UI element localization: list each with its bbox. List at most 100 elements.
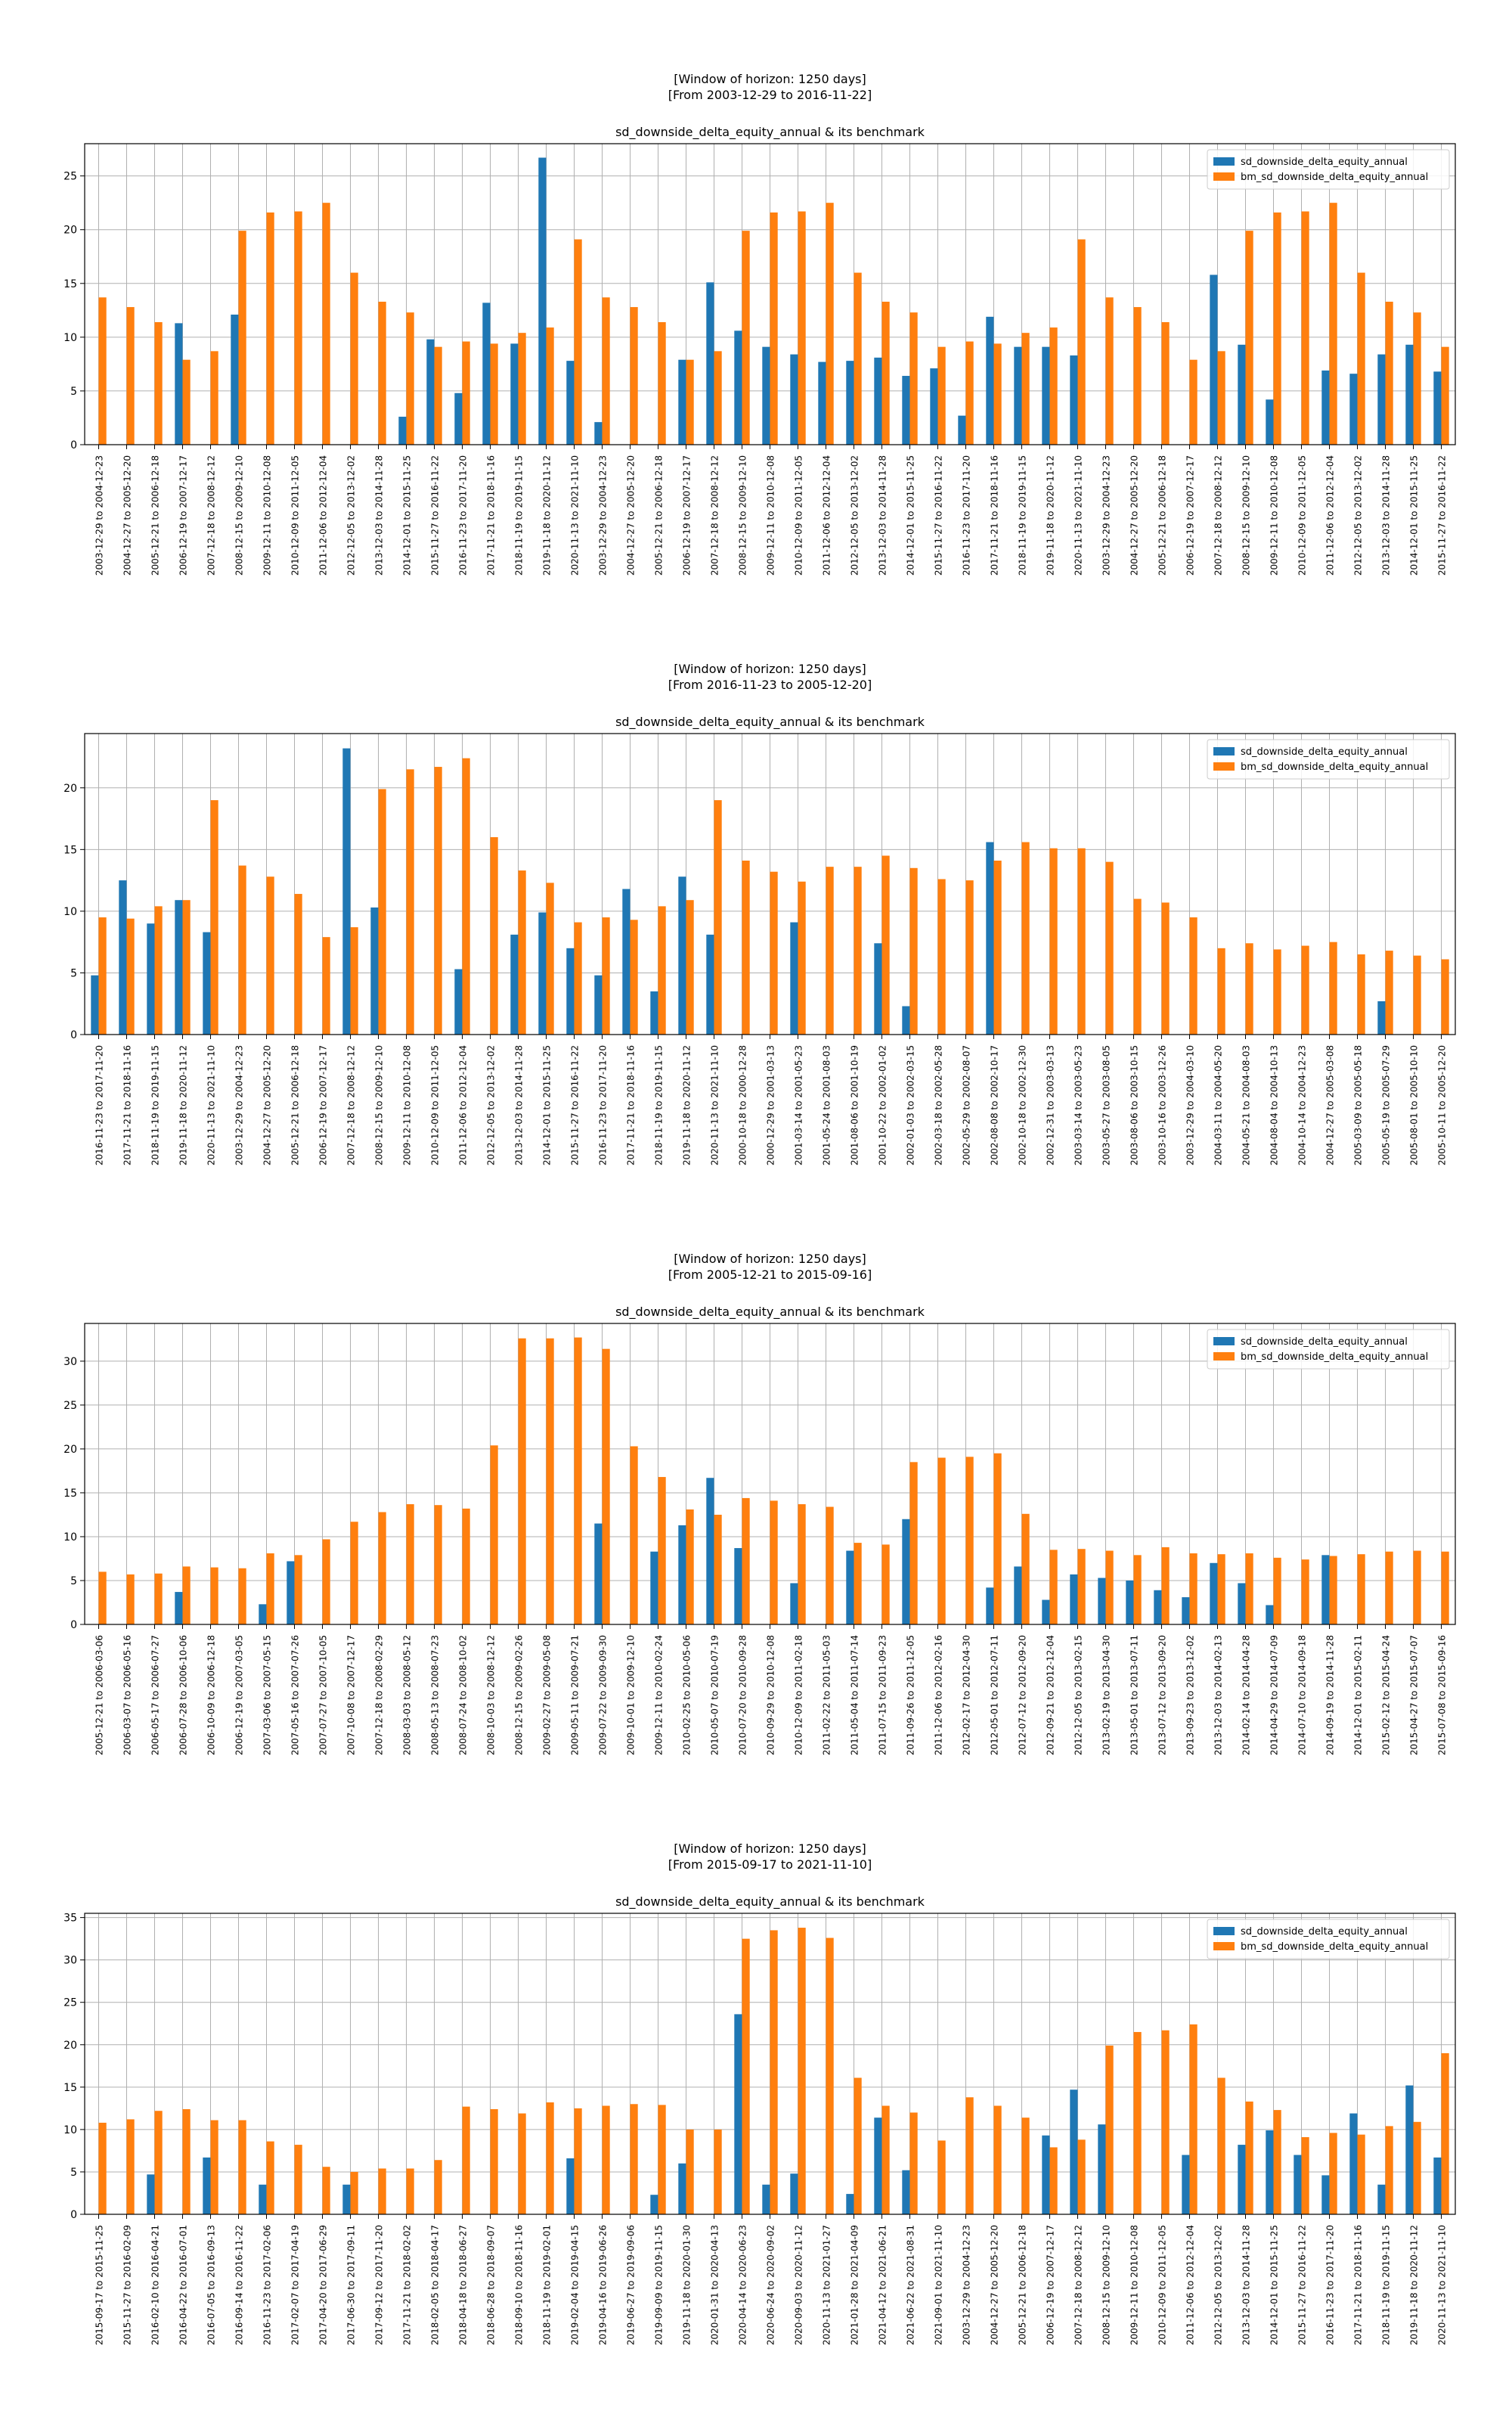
bar-series-1-26 [790,354,798,445]
figure-title-line: [From 2003-12-29 to 2016-11-22] [668,88,872,102]
y-tick-label: 5 [70,2167,77,2179]
bar-benchmark-2-17 [546,883,554,1035]
legend-swatch [1213,1352,1235,1360]
bar-benchmark-2-23 [714,800,722,1035]
x-tick-label: 2007-12-18 to 2008-02-29 [374,1635,385,1755]
x-tick-label: 2007-05-16 to 2007-07-26 [290,1635,301,1755]
legend-label: sd_downside_delta_equity_annual [1241,1926,1408,1938]
bar-benchmark-1-4 [182,359,191,445]
x-tick-label: 2015-02-12 to 2015-04-24 [1381,1635,1392,1755]
bar-series-2-30 [902,1006,910,1035]
x-tick-label: 2004-08-04 to 2004-10-13 [1269,1045,1280,1165]
bar-series-2-14 [454,969,463,1035]
bar-series-1-31 [930,368,938,445]
x-tick-label: 2007-12-18 to 2008-12-12 [710,455,720,576]
bar-series-1-18 [566,361,575,445]
bar-benchmark-1-16 [518,333,526,445]
x-tick-label: 2004-12-27 to 2005-12-20 [1129,455,1140,576]
x-tick-label: 2020-11-13 to 2021-11-10 [1074,455,1084,576]
bar-benchmark-2-16 [518,870,526,1035]
bar-benchmark-2-11 [378,789,386,1035]
x-tick-label: 2014-02-14 to 2014-04-28 [1241,1635,1252,1755]
bar-benchmark-2-49 [1441,959,1449,1035]
x-tick-label: 2003-10-16 to 2003-12-26 [1157,1045,1168,1165]
bar-series-2-2 [119,880,127,1035]
bar-series-3-43 [1266,1605,1274,1624]
bar-benchmark-4-14 [462,2106,470,2214]
bar-series-3-41 [1210,1562,1218,1624]
y-tick-label: 0 [70,2209,77,2221]
bar-series-4-49 [1433,2157,1442,2214]
bar-benchmark-4-28 [854,2077,862,2214]
bar-benchmark-4-16 [518,2113,526,2214]
bar-benchmark-1-25 [770,212,778,445]
bar-series-4-30 [902,2170,910,2214]
x-tick-label: 2015-09-17 to 2015-11-25 [94,2225,105,2345]
bar-benchmark-4-44 [1301,2136,1309,2214]
x-tick-label: 2013-12-03 to 2014-11-28 [1381,455,1392,576]
bar-series-4-5 [203,2157,211,2214]
bar-benchmark-1-11 [378,301,386,445]
axes-title: sd_downside_delta_equity_annual & its be… [615,1894,925,1910]
bar-series-1-34 [1014,346,1022,445]
bar-series-2-10 [342,748,351,1035]
x-tick-label: 2014-12-01 to 2015-11-25 [542,1045,553,1165]
bar-benchmark-2-37 [1105,861,1114,1035]
bar-benchmark-1-35 [1049,327,1058,445]
x-tick-label: 2016-11-23 to 2017-11-20 [962,455,972,576]
x-tick-label: 2007-12-18 to 2008-12-12 [1213,455,1224,576]
bar-benchmark-3-39 [1161,1547,1170,1624]
x-tick-label: 2008-12-15 to 2009-12-10 [738,455,748,576]
x-tick-label: 2002-10-18 to 2002-12-30 [1018,1045,1028,1165]
x-tick-label: 2003-12-29 to 2004-12-23 [234,1045,245,1165]
legend-swatch [1213,157,1235,166]
x-tick-label: 2006-03-07 to 2006-05-16 [122,1635,133,1755]
bar-series-1-36 [1070,355,1078,445]
axes-frame [84,733,1456,1035]
y-tick-label: 15 [64,278,77,290]
legend-box [1207,1919,1450,1959]
axes-frame [84,143,1456,445]
bar-series-4-18 [566,2158,575,2214]
bar-benchmark-1-30 [909,312,918,445]
bar-benchmark-2-14 [462,758,470,1035]
bar-benchmark-1-3 [154,321,163,445]
x-tick-label: 2008-12-15 to 2009-12-10 [1241,455,1252,576]
legend-label: sd_downside_delta_equity_annual [1241,746,1408,758]
x-tick-label: 2018-11-19 to 2019-11-15 [514,455,525,576]
bar-benchmark-2-5 [210,800,218,1035]
bar-benchmark-4-6 [238,2120,246,2214]
x-tick-label: 2012-05-01 to 2012-07-11 [990,1635,1000,1755]
x-tick-label: 2008-12-15 to 2009-12-10 [374,1045,385,1165]
bar-series-1-49 [1433,371,1442,445]
x-tick-label: 2005-12-21 to 2006-03-06 [94,1635,105,1755]
x-tick-label: 2021-04-12 to 2021-06-21 [878,2225,888,2345]
bar-series-3-40 [1182,1597,1190,1624]
bar-benchmark-2-22 [686,900,694,1035]
x-tick-label: 2003-03-14 to 2003-05-23 [1074,1045,1084,1165]
x-tick-label: 2006-12-19 to 2007-12-17 [318,1045,329,1165]
legend-swatch [1213,172,1235,181]
bar-series-4-10 [342,2184,351,2214]
bar-benchmark-1-1 [98,297,107,445]
x-tick-label: 2002-03-18 to 2002-05-28 [934,1045,944,1165]
x-tick-label: 2012-12-05 to 2013-12-02 [1213,2225,1224,2345]
y-tick-label: 30 [64,1356,77,1368]
bar-benchmark-3-16 [518,1338,526,1624]
bar-benchmark-3-19 [602,1348,610,1624]
bar-benchmark-3-36 [1077,1549,1086,1624]
x-tick-label: 2009-12-11 to 2010-12-08 [1269,455,1280,576]
x-tick-label: 2012-07-12 to 2012-09-20 [1018,1635,1028,1755]
bar-benchmark-4-39 [1161,2030,1170,2214]
bar-series-3-39 [1154,1590,1162,1624]
x-tick-label: 2020-11-13 to 2021-11-10 [206,1045,217,1165]
x-tick-label: 2011-09-26 to 2011-12-05 [906,1635,916,1755]
bar-benchmark-2-3 [154,906,163,1035]
x-tick-label: 2012-09-21 to 2012-12-04 [1046,1635,1056,1755]
x-tick-label: 2008-10-03 to 2008-12-12 [486,1635,497,1755]
bar-benchmark-4-20 [630,2104,638,2214]
x-tick-label: 2010-12-09 to 2011-12-05 [290,455,301,576]
bar-benchmark-1-13 [434,346,442,445]
bar-benchmark-4-33 [993,2105,1002,2214]
